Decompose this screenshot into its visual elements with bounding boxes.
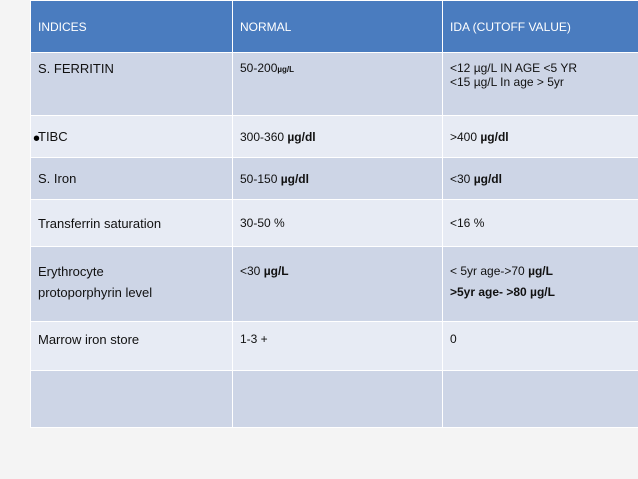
index-line: protoporphyrin level (38, 285, 153, 300)
header-ida-cutoff: IDA (CUTOFF VALUE) (442, 0, 638, 53)
normal-unit: µg/L (277, 65, 294, 74)
table-row: Erythrocyte protoporphyrin level <30 µg/… (30, 246, 638, 322)
table-row: Marrow iron store 1-3 + 0 (30, 321, 638, 371)
cell-normal (232, 370, 443, 428)
cell-index (30, 370, 233, 428)
cell-normal: <30 µg/L (232, 246, 443, 322)
table-row: S. Iron 50-150 µg/dl <30 µg/dl (30, 157, 638, 200)
ida-unit: µg/dl (473, 171, 502, 186)
table-row: S. FERRITIN 50-200µg/L <12 µg/L IN AGE <… (30, 52, 638, 116)
normal-unit: µg/dl (287, 129, 316, 144)
normal-value: 50-150 (240, 171, 281, 186)
cell-index: S. Iron (30, 157, 233, 200)
table-row: Transferrin saturation 30-50 % <16 % (30, 199, 638, 247)
cell-normal: 300-360 µg/dl (232, 115, 443, 158)
slide-frame: INDICES NORMAL IDA (CUTOFF VALUE) S. FER… (30, 0, 638, 469)
iron-indices-table: INDICES NORMAL IDA (CUTOFF VALUE) S. FER… (30, 0, 638, 428)
cell-ida: < 5yr age->70 µg/L >5yr age- >80 µg/L (442, 246, 638, 322)
ida-unit: µg/dl (480, 129, 509, 144)
cell-ida: <16 % (442, 199, 638, 247)
table-header-row: INDICES NORMAL IDA (CUTOFF VALUE) (30, 0, 638, 53)
bullet-point: • (33, 128, 41, 150)
index-line: Erythrocyte (38, 264, 104, 279)
ida-line: < 5yr age->70 µg/L (450, 261, 638, 282)
cell-normal: 50-150 µg/dl (232, 157, 443, 200)
ida-line: >5yr age- >80 µg/L (450, 285, 555, 299)
cell-normal: 50-200µg/L (232, 52, 443, 116)
normal-value: 50-200 (240, 61, 278, 75)
cell-ida: 0 (442, 321, 638, 371)
cell-index: TIBC (30, 115, 233, 158)
ida-line: <15 µg/L In age > 5yr (450, 75, 564, 89)
ida-value: <30 (450, 171, 474, 186)
cell-normal: 30-50 % (232, 199, 443, 247)
ida-value: < 5yr age->70 (450, 264, 529, 278)
cell-ida: <12 µg/L IN AGE <5 YR <15 µg/L In age > … (442, 52, 638, 116)
ida-line: <12 µg/L IN AGE <5 YR (450, 61, 577, 75)
cell-normal: 1-3 + (232, 321, 443, 371)
ida-unit: µg/L (528, 264, 553, 278)
cell-index: Marrow iron store (30, 321, 233, 371)
cell-index: Erythrocyte protoporphyrin level (30, 246, 233, 322)
normal-value: <30 (240, 264, 264, 278)
normal-unit: µg/dl (280, 171, 309, 186)
header-indices: INDICES (30, 0, 233, 53)
cell-ida: <30 µg/dl (442, 157, 638, 200)
cell-index: Transferrin saturation (30, 199, 233, 247)
cell-ida (442, 370, 638, 428)
cell-index: S. FERRITIN (30, 52, 233, 116)
header-normal: NORMAL (232, 0, 443, 53)
cell-ida: >400 µg/dl (442, 115, 638, 158)
ida-value: >400 (450, 129, 481, 144)
table-row: TIBC 300-360 µg/dl >400 µg/dl (30, 115, 638, 158)
normal-value: 300-360 (240, 129, 288, 144)
normal-unit: µg/L (263, 264, 289, 278)
table-row (30, 370, 638, 428)
